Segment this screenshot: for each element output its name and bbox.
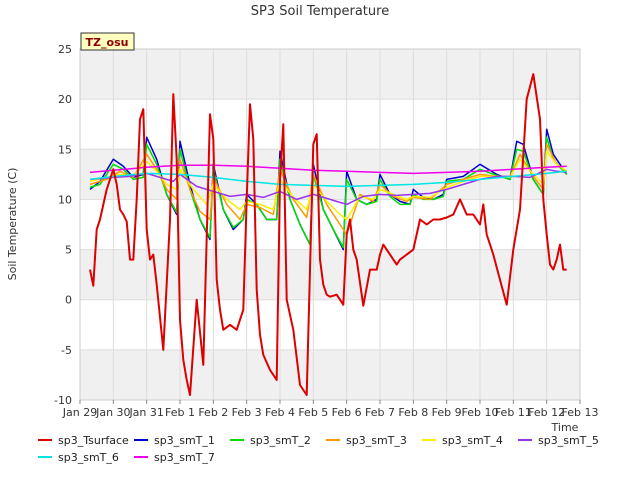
y-tick-label: 5 [65, 244, 72, 257]
y-tick-label: 20 [58, 93, 72, 106]
legend-label: sp3_Tsurface [58, 434, 129, 447]
legend-label: sp3_smT_4 [442, 434, 503, 447]
plot-frame [79, 48, 581, 401]
series-line-sp3_smT_6 [89, 170, 567, 188]
plot-band [80, 249, 580, 300]
x-tick-label: Feb 13 [562, 406, 599, 419]
series-line-sp3_smT_2 [89, 136, 568, 249]
x-tick-label: Jan 31 [128, 406, 163, 419]
badge-box [80, 32, 135, 51]
x-tick-label: Feb 2 [198, 406, 228, 419]
y-axis-label: Soil Temperature (C) [6, 168, 19, 281]
x-tick-label: Feb 3 [232, 406, 262, 419]
legend-label: sp3_smT_1 [154, 434, 215, 447]
x-tick-label: Feb 7 [365, 406, 395, 419]
legend-label: sp3_smT_3 [346, 434, 407, 447]
badge-text: TZ_osu [86, 36, 129, 49]
legend-label: sp3_smT_2 [250, 434, 311, 447]
x-tick-label: Feb 12 [528, 406, 565, 419]
chart-title: SP3 Soil Temperature [251, 4, 389, 19]
plot-band [80, 99, 580, 150]
legend: sp3_Tsurface sp3_smT_1 sp3_smT_2 sp3_smT_3 s… [38, 434, 599, 464]
x-tick-label: Feb 5 [298, 406, 328, 419]
series-group [89, 73, 568, 396]
x-tick-label: Feb 11 [495, 406, 532, 419]
legend-label: sp3_smT_6 [58, 451, 119, 464]
series-line-sp3_Tsurface [89, 73, 567, 396]
x-tick-label: Jan 30 [95, 406, 130, 419]
x-tick-label: Feb 8 [398, 406, 428, 419]
x-tick-label: Jan 29 [62, 406, 97, 419]
plot-band [80, 299, 580, 350]
x-tick-label: Feb 6 [332, 406, 362, 419]
y-tick-label: 25 [58, 43, 72, 56]
x-tick-label: Feb 10 [462, 406, 499, 419]
plot-band [80, 349, 580, 400]
y-tick-label: 0 [65, 294, 72, 307]
y-tick-label: -5 [61, 344, 72, 357]
x-tick-label: Feb 1 [165, 406, 195, 419]
y-axis-ticks: -10 -5 0 5 10 15 20 25 [54, 43, 72, 407]
badge: TZ_osu [80, 32, 135, 51]
x-tick-label: Feb 9 [432, 406, 462, 419]
x-tick-label: Feb 4 [265, 406, 295, 419]
legend-label: sp3_smT_7 [154, 451, 215, 464]
y-tick-label: 15 [58, 143, 72, 156]
x-axis-label: Time [551, 421, 579, 434]
y-tick-label: 10 [58, 193, 72, 206]
series-line-sp3_smT_7 [89, 164, 567, 175]
y-tick-label: -10 [54, 394, 72, 407]
series-line-sp3_smT_5 [89, 168, 567, 206]
legend-label: sp3_smT_5 [538, 434, 599, 447]
plot-band [80, 49, 580, 100]
